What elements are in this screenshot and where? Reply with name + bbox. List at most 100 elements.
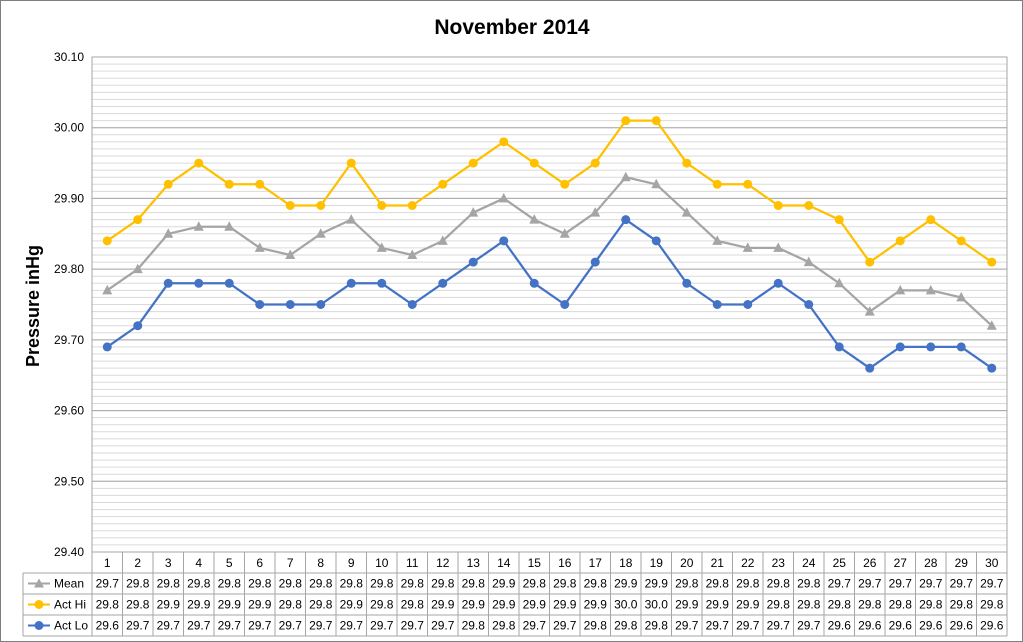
- table-cell-value: 29.6: [858, 619, 882, 633]
- data-point: [651, 236, 661, 246]
- table-cell-value: 29.9: [157, 598, 181, 612]
- legend-key-marker: [34, 600, 44, 609]
- data-point: [742, 242, 753, 252]
- table-cell-value: 29.6: [889, 619, 913, 633]
- data-point: [926, 342, 936, 352]
- x-tick-label: 21: [711, 556, 725, 570]
- data-point: [102, 236, 112, 246]
- data-point: [437, 235, 448, 245]
- data-point: [468, 207, 479, 217]
- series-group: [102, 215, 997, 373]
- data-point: [254, 242, 265, 252]
- table-cell-value: 29.8: [980, 598, 1004, 612]
- x-tick-label: 13: [467, 556, 481, 570]
- table-cell-value: 29.7: [187, 619, 211, 633]
- legend-label: Act Lo: [54, 619, 88, 633]
- x-tick-label: 24: [802, 556, 816, 570]
- table-cell-value: 29.7: [889, 577, 913, 591]
- table-cell-value: 30.0: [614, 598, 638, 612]
- data-point: [712, 300, 722, 309]
- table-cell-value: 29.8: [279, 598, 303, 612]
- data-point: [315, 228, 326, 238]
- table-cell-value: 29.8: [645, 619, 669, 633]
- table-cell-value: 29.7: [736, 619, 760, 633]
- table-cell-value: 29.8: [584, 619, 608, 633]
- table-cell-value: 29.8: [279, 577, 303, 591]
- data-point: [590, 257, 600, 267]
- table-cell-value: 29.7: [157, 619, 181, 633]
- series-line: [106, 218, 993, 370]
- table-cell-value: 29.8: [614, 619, 638, 633]
- table-cell-value: 29.8: [340, 577, 364, 591]
- table-cell-value: 29.9: [675, 598, 699, 612]
- table-cell-value: 29.8: [767, 577, 791, 591]
- data-point: [133, 215, 143, 225]
- data-point: [468, 158, 478, 168]
- table-cell-value: 29.8: [157, 577, 181, 591]
- table-cell-value: 29.8: [858, 598, 882, 612]
- data-point: [377, 278, 387, 288]
- data-point: [651, 178, 662, 189]
- data-point: [712, 235, 723, 245]
- table-cell-value: 29.7: [950, 577, 974, 591]
- data-point: [224, 179, 234, 189]
- data-point: [773, 242, 784, 252]
- x-tick-label: 8: [317, 556, 324, 570]
- data-point: [681, 207, 692, 217]
- table-cell-value: 29.8: [462, 577, 486, 591]
- table-cell-value: 29.9: [187, 598, 211, 612]
- table-cell-value: 29.7: [126, 619, 150, 633]
- legend-label: Act Hi: [54, 598, 86, 612]
- x-tick-label: 10: [375, 556, 389, 570]
- x-tick-label: 2: [134, 556, 141, 570]
- data-point: [163, 228, 174, 238]
- y-axis-ticks: 29.40 29.50 29.60 29.70 29.80 29.90 30.00 30.10: [54, 50, 84, 559]
- table-cell-value: 29.8: [919, 598, 943, 612]
- x-tick-label: 5: [226, 556, 233, 570]
- table-cell-value: 29.7: [523, 619, 547, 633]
- data-point: [804, 201, 814, 210]
- data-point: [956, 236, 966, 246]
- table-cell-value: 29.8: [889, 598, 913, 612]
- table-cell-value: 29.9: [523, 598, 547, 612]
- table-cell-value: 29.9: [431, 598, 455, 612]
- x-tick-label: 18: [619, 556, 633, 570]
- table-cell-value: 29.8: [401, 577, 425, 591]
- table-cell-value: 29.8: [675, 577, 699, 591]
- data-point: [193, 221, 204, 231]
- data-point: [712, 179, 722, 189]
- data-point: [132, 263, 143, 274]
- x-tick-label: 4: [195, 556, 202, 570]
- table-cell-value: 29.8: [126, 598, 150, 612]
- table-cell-value: 29.9: [706, 598, 730, 612]
- data-point: [346, 278, 356, 288]
- x-tick-label: 27: [894, 556, 908, 570]
- data-point: [865, 257, 875, 267]
- table-cell-value: 29.8: [370, 598, 394, 612]
- table-cell-value: 29.9: [645, 577, 669, 591]
- data-point: [407, 300, 417, 309]
- data-point: [895, 236, 905, 246]
- x-tick-label: 25: [833, 556, 847, 570]
- data-point: [346, 158, 356, 168]
- table-cell-value: 29.7: [340, 619, 364, 633]
- table-cell-value: 29.7: [675, 619, 699, 633]
- table-cell-value: 29.9: [218, 598, 242, 612]
- data-point: [864, 306, 875, 316]
- data-point: [834, 277, 845, 288]
- data-point: [773, 278, 783, 288]
- y-tick-label: 29.90: [54, 191, 84, 205]
- series-lines: [102, 116, 997, 373]
- data-point: [224, 278, 234, 288]
- data-point: [560, 179, 570, 189]
- data-point: [590, 207, 601, 217]
- table-cell-value: 29.9: [492, 598, 516, 612]
- table-cell-value: 29.8: [492, 619, 516, 633]
- chart-title: November 2014: [434, 16, 590, 39]
- table-cell-value: 29.9: [248, 598, 272, 612]
- table-cell-value: 29.7: [797, 619, 821, 633]
- data-point: [102, 284, 113, 295]
- table-cell-value: 29.8: [584, 577, 608, 591]
